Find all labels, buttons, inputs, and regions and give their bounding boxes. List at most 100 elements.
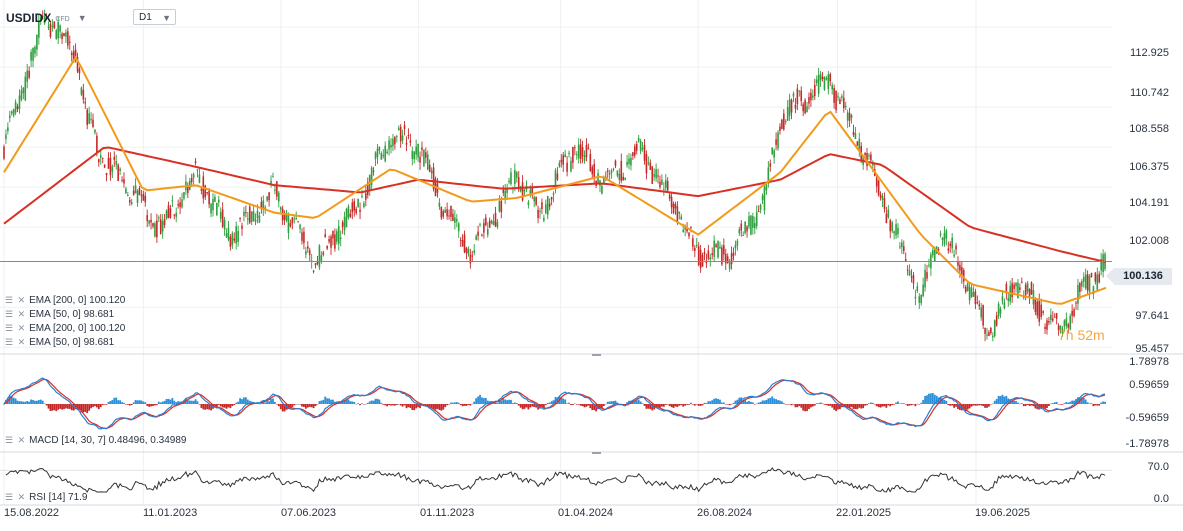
macd-histogram-bar (583, 404, 586, 408)
legend-menu-icon[interactable]: ☰ ✕ (5, 295, 27, 305)
macd-histogram-bar (568, 402, 570, 404)
macd-histogram-bar (1100, 402, 1103, 404)
legend-ema50[interactable]: ☰ ✕ EMA [50, 0] 98.681 (5, 309, 114, 320)
legend-menu-icon[interactable]: ☰ ✕ (5, 492, 27, 502)
macd-histogram-bar (989, 404, 992, 405)
y-tick-label: 106.375 (1129, 161, 1169, 173)
macd-histogram-bar (440, 404, 443, 411)
macd-histogram-bar (750, 401, 752, 404)
macd-histogram-bar (798, 404, 801, 407)
candle-up (951, 237, 953, 249)
macd-histogram-bar (676, 404, 679, 407)
candle-up (1050, 314, 1052, 321)
candle-down (775, 139, 777, 145)
macd-histogram-bar (241, 399, 243, 404)
candle-up (738, 229, 741, 234)
candle-up (570, 160, 572, 172)
macd-histogram-bar (304, 404, 307, 409)
macd-histogram-bar (784, 404, 787, 405)
macd-histogram-bar (494, 402, 497, 404)
macd-histogram-bar (109, 400, 112, 404)
symbol-selector[interactable]: USDIDX CFD ▼ (6, 9, 87, 27)
legend-menu-icon[interactable]: ☰ ✕ (5, 435, 27, 445)
y-tick-label: 97.641 (1135, 310, 1169, 322)
macd-histogram-bar (484, 398, 487, 404)
macd-histogram-bar (997, 395, 1000, 404)
symbol-dropdown-icon[interactable]: ▼ (77, 13, 87, 23)
candle-up (831, 85, 833, 90)
candle-up (1061, 328, 1064, 334)
candle-up (12, 109, 15, 116)
candle-down (1090, 273, 1093, 277)
legend-menu-icon[interactable]: ☰ ✕ (5, 337, 27, 347)
macd-histogram-bar (928, 393, 930, 404)
candle-up (827, 74, 830, 89)
macd-histogram-bar (519, 404, 522, 408)
macd-histogram-bar (53, 404, 56, 411)
candle-up (34, 46, 36, 54)
legend-menu-icon[interactable]: ☰ ✕ (5, 323, 27, 333)
candle-up (784, 121, 787, 123)
candle-down (651, 166, 654, 184)
macd-histogram-bar (564, 399, 567, 404)
candle-down (53, 21, 56, 29)
macd-histogram-bar (390, 404, 392, 406)
candle-up (755, 212, 758, 226)
macd-histogram-bar (150, 404, 152, 407)
macd-histogram-bar (908, 404, 911, 406)
pane-resize-handle[interactable] (592, 452, 601, 454)
candle-down (707, 250, 710, 259)
macd-histogram-bar (424, 404, 427, 406)
candle-up (250, 211, 253, 222)
candle-down (101, 157, 104, 159)
candle-up (214, 196, 216, 202)
macd-histogram-bar (498, 400, 501, 404)
candle-down (779, 126, 781, 132)
macd-histogram-bar (262, 401, 265, 404)
candle-down (324, 234, 327, 238)
macd-histogram-bar (525, 404, 528, 408)
macd-histogram-bar (119, 400, 122, 404)
candle-up (713, 240, 715, 257)
macd-histogram-bar (45, 404, 48, 406)
candle-up (388, 140, 390, 150)
macd-histogram-bar (1038, 404, 1041, 410)
candle-down (500, 201, 503, 213)
candle-down (84, 101, 87, 104)
macd-histogram-bar (444, 404, 447, 408)
candle-down (446, 209, 448, 217)
macd-histogram-bar (103, 404, 106, 405)
macd-histogram-bar (943, 399, 946, 404)
candle-down (649, 162, 652, 170)
candle-up (390, 144, 392, 148)
legend-macd[interactable]: ☰ ✕ MACD [14, 30, 7] 0.48496, 0.34989 (5, 435, 186, 446)
candle-up (792, 93, 795, 97)
macd-histogram-bar (409, 404, 412, 408)
candle-up (210, 203, 212, 214)
legend-ema200[interactable]: ☰ ✕ EMA [200, 0] 100.120 (5, 323, 125, 334)
candle-down (800, 90, 803, 102)
candle-up (661, 179, 663, 185)
timeframe-select[interactable]: D1 ▼ (133, 9, 176, 25)
legend-ema50[interactable]: ☰ ✕ EMA [50, 0] 98.681 (5, 337, 114, 348)
candle-down (291, 217, 294, 224)
macd-histogram-bar (500, 400, 503, 404)
macd-histogram-bar (916, 403, 919, 405)
macd-histogram-bar (577, 404, 580, 405)
legend-menu-icon[interactable]: ☰ ✕ (5, 309, 27, 319)
macd-histogram-bar (471, 403, 474, 405)
macd-histogram-bar (22, 401, 25, 404)
macd-histogram-bar (165, 398, 168, 404)
legend-ema200[interactable]: ☰ ✕ EMA [200, 0] 100.120 (5, 295, 125, 306)
candle-down (494, 212, 497, 227)
candle-down (1051, 318, 1054, 321)
candle-up (305, 251, 307, 255)
candle-up (788, 99, 791, 116)
legend-rsi[interactable]: ☰ ✕ RSI [14] 71.9 (5, 492, 88, 503)
candle-up (618, 173, 621, 180)
candle-down (1034, 298, 1037, 313)
macd-y-tick-label: -1.78978 (1125, 438, 1169, 450)
pane-resize-handle[interactable] (592, 354, 601, 356)
